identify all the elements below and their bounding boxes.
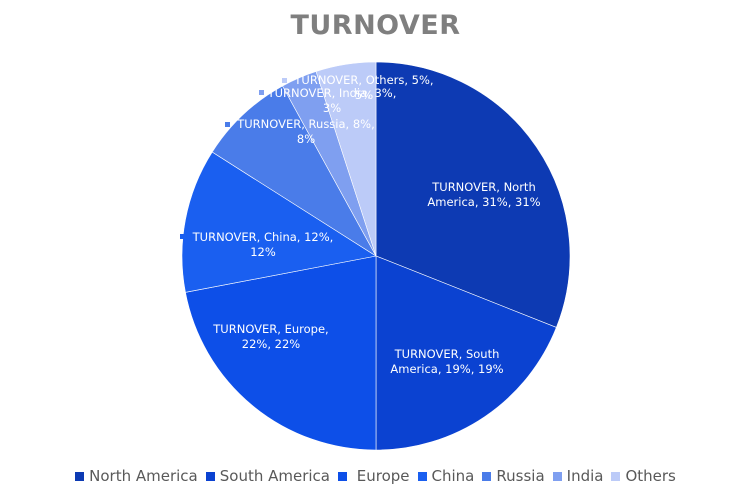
legend-label: Europe	[352, 467, 410, 485]
legend-label: China	[431, 467, 475, 485]
legend-item-china: China	[417, 467, 475, 485]
data-label-others: TURNOVER, Others, 5%, 5%	[293, 73, 433, 102]
legend-swatch	[552, 471, 562, 481]
data-label-north-america: TURNOVER, North America, 31%, 31%	[427, 180, 540, 209]
legend-item-russia: Russia	[482, 467, 545, 485]
legend-label: South America	[219, 467, 330, 485]
data-label-china: TURNOVER, China, 12%, 12%	[192, 230, 334, 259]
legend-swatch	[417, 471, 427, 481]
data-label-marker	[416, 182, 421, 187]
data-label-marker	[379, 350, 384, 355]
data-label-marker	[259, 90, 264, 95]
data-label-marker	[282, 78, 287, 83]
pie-slice-others	[315, 61, 377, 257]
legend-swatch	[338, 471, 347, 481]
pie-slice-europe	[185, 255, 377, 451]
legend-label: India	[566, 467, 604, 485]
data-label-south-america: TURNOVER, South America, 19%, 19%	[390, 347, 503, 376]
legend-swatch	[611, 471, 621, 481]
pie-slice-south-america	[375, 255, 557, 451]
pie-slice-north-america	[375, 61, 571, 328]
data-label-russia: TURNOVER, Russia, 8%, 8%	[236, 117, 375, 146]
data-label-marker	[205, 326, 210, 331]
pie-slice-china	[181, 151, 377, 293]
legend-swatch	[205, 471, 215, 481]
legend-item-europe: Europe	[338, 467, 410, 485]
data-label-marker	[225, 122, 230, 127]
pie-slice-russia	[211, 85, 377, 257]
legend-item-india: India	[552, 467, 604, 485]
legend-label: Russia	[496, 467, 545, 485]
legend-swatch	[482, 471, 492, 481]
legend-swatch	[75, 471, 85, 481]
data-label-marker	[180, 234, 185, 239]
chart-legend: North America South America Europe China Ru…	[0, 467, 751, 485]
legend-item-north-america: North America	[75, 467, 198, 485]
legend-item-others: Others	[611, 467, 676, 485]
legend-label: North America	[89, 467, 198, 485]
data-label-india: TURNOVER, India, 3%, 3%	[267, 86, 397, 115]
data-label-europe: TURNOVER, Europe, 22%, 22%	[212, 322, 328, 351]
chart-title: TURNOVER	[290, 10, 461, 41]
legend-label: Others	[625, 467, 676, 485]
legend-item-south-america: South America	[205, 467, 330, 485]
